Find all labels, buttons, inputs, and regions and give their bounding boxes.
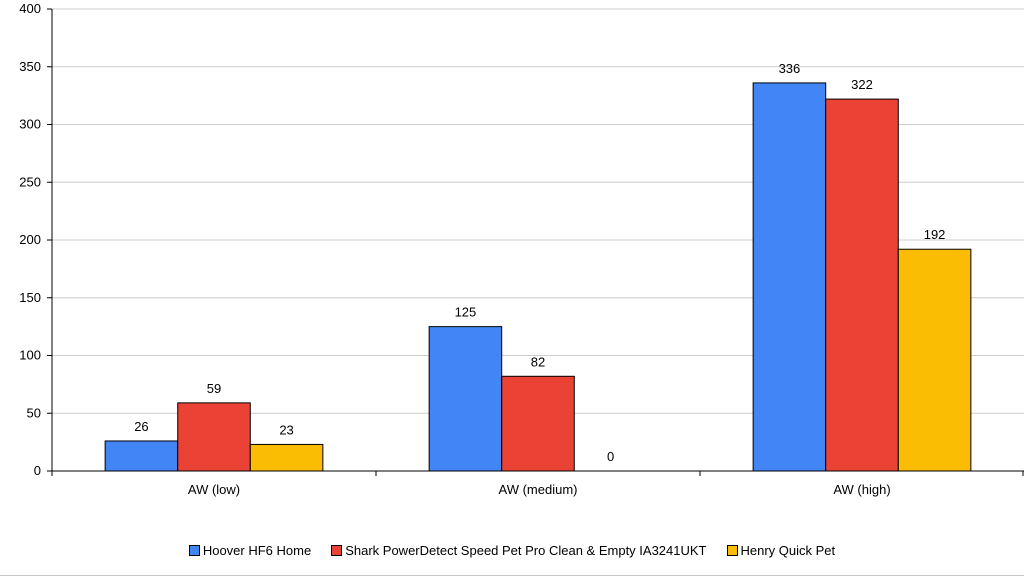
data-label: 26 [134, 419, 148, 434]
y-tick-label: 400 [19, 1, 41, 16]
bar [501, 375, 575, 472]
data-label: 0 [607, 449, 614, 464]
data-label: 59 [207, 381, 221, 396]
y-tick-label: 300 [19, 117, 41, 132]
y-tick-label: 50 [27, 405, 41, 420]
bar [825, 98, 899, 472]
legend-item: Henry Quick Pet [726, 543, 836, 558]
data-label: 82 [531, 354, 545, 369]
legend-item: Hoover HF6 Home [188, 543, 312, 558]
bar [752, 82, 827, 472]
data-label: 322 [851, 77, 873, 92]
bar [897, 248, 972, 472]
legend-swatch [331, 545, 343, 556]
data-label: 125 [455, 305, 477, 320]
x-tick-label: AW (medium) [499, 482, 578, 497]
y-tick-label: 200 [19, 232, 41, 247]
x-tick-label: AW (high) [833, 482, 890, 497]
y-tick-label: 100 [19, 348, 41, 363]
x-tick-label: AW (low) [188, 482, 240, 497]
bar [249, 443, 324, 472]
y-tick-label: 250 [19, 174, 41, 189]
y-tick-label: 0 [34, 463, 41, 478]
legend-label: Hoover HF6 Home [202, 543, 312, 558]
chart-legend: Hoover HF6 Home Shark PowerDetect Speed P… [0, 543, 1024, 558]
legend-swatch [188, 545, 200, 556]
y-tick-label: 350 [19, 59, 41, 74]
data-label: 192 [924, 227, 946, 242]
bar [104, 440, 179, 472]
legend-label: Henry Quick Pet [740, 543, 836, 558]
legend-swatch [726, 545, 738, 556]
data-label: 23 [279, 422, 293, 437]
data-label: 336 [779, 61, 801, 76]
bar [177, 402, 251, 472]
bar-chart: 0 50 100 150 200 250 300 350 400 26 59 23 AW (low) 12… [19, 1, 1024, 497]
legend-label: Shark PowerDetect Speed Pet Pro Clean & … [345, 543, 707, 558]
legend-item: Shark PowerDetect Speed Pet Pro Clean & … [331, 543, 707, 558]
y-tick-label: 150 [19, 290, 41, 305]
bar [428, 326, 503, 472]
